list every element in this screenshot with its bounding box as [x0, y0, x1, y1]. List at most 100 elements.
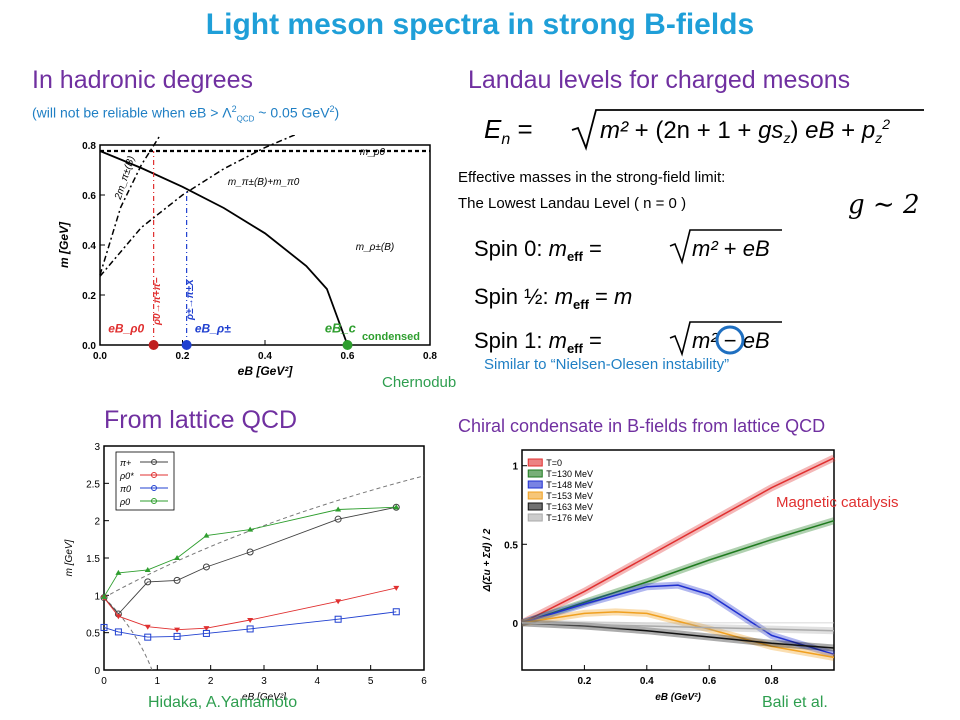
data-point-π0 — [114, 628, 122, 636]
x-tick-label: 0.2 — [176, 351, 190, 362]
data-point-ρ0 — [393, 504, 400, 510]
data-point-π0 — [100, 623, 108, 631]
anno-condensed: condensed — [362, 331, 420, 343]
note-sub: QCD — [236, 114, 255, 124]
reliability-note: (will not be reliable when eB > Λ2QCD ~ … — [32, 104, 339, 123]
page-title: Light meson spectra in strong B-fields — [205, 8, 755, 41]
series-line-m_ρ±(B) — [99, 150, 349, 346]
y-tick-label: 1 — [94, 591, 100, 602]
minus-highlight-circle — [715, 325, 745, 355]
landau-formula: En = m² + (2n + 1 + gsz) eB + pz2 — [484, 106, 924, 161]
series-line-m_π±(B)+m_π0 — [99, 129, 307, 277]
legend-swatch-T=148 MeV — [527, 480, 543, 489]
legend-label-T=148 MeV: T=148 MeV — [546, 480, 593, 490]
legend-marker-π+ — [151, 459, 157, 465]
x-tick-label: 0.4 — [258, 351, 272, 362]
series-line-π+ — [103, 506, 397, 615]
nielsen-note: Similar to “Nielsen-Olesen instability” — [484, 356, 730, 373]
y-tick-label: 0.0 — [82, 341, 96, 352]
note-prefix: (will not be reliable when eB > Λ — [32, 104, 232, 121]
landau-formula-svg: En = m² + (2n + 1 + gsz) eB + pz2 — [484, 109, 924, 151]
spin1-sqrt — [669, 321, 782, 357]
y-tick-label: 0 — [512, 619, 518, 630]
plot-frame — [521, 449, 835, 671]
data-point-ρ0* — [115, 614, 122, 620]
x-tick-label: 5 — [368, 676, 374, 687]
anno-eB-rho0: eB_ρ0 — [108, 322, 144, 336]
series-line-ρ0* — [103, 587, 397, 631]
series-line-T=163 MeV — [521, 622, 835, 649]
anno-mrho0: m_ρ0 — [360, 147, 386, 158]
legend-label-ρ0*: ρ0* — [119, 471, 134, 481]
formula-en: En = — [484, 114, 533, 148]
legend-label-ρ0: ρ0 — [119, 497, 130, 507]
spin-formulas-svg: Spin 0: meff = m² + eB Spin ½: meff = m … — [474, 229, 782, 357]
magnetic-catalysis-label: Magnetic catalysis — [776, 494, 899, 511]
legend-label-T=163 MeV: T=163 MeV — [546, 502, 593, 512]
y-tick-label: 0.6 — [82, 191, 96, 202]
chernodub-credit: Chernodub — [382, 374, 457, 391]
y-tick-label: 0.8 — [82, 141, 96, 152]
x-axis-label: eB [GeV²] — [242, 692, 286, 700]
y-tick-label: 1 — [512, 462, 518, 473]
spin0-body: m² + eB — [692, 236, 770, 261]
x-tick-label: 0.8 — [423, 351, 437, 362]
series-line-T=130 MeV — [521, 519, 835, 624]
spin1-body: m² − eB — [692, 328, 770, 353]
bali-credit: Bali et al. — [762, 694, 828, 711]
data-point-ρ0 — [144, 566, 151, 572]
x-tick-label: 0.6 — [702, 676, 716, 687]
legend-label-T=130 MeV: T=130 MeV — [546, 469, 593, 479]
anno-eBc: eB_c — [325, 321, 357, 336]
x-tick-label: 0.2 — [577, 676, 591, 687]
data-point-ρ0* — [335, 599, 342, 605]
spin-formulas: Spin 0: meff = m² + eB Spin ½: meff = m … — [470, 226, 830, 371]
data-point-π+ — [173, 576, 181, 584]
lattice-heading: From lattice QCD — [104, 406, 298, 434]
series-line-ρ0 — [103, 506, 397, 598]
anno-eB-rhopm: eB_ρ± — [195, 322, 231, 336]
eff-line-2: The Lowest Landau Level ( n = 0 ) — [458, 195, 687, 212]
y-tick-label: 2 — [94, 517, 100, 528]
data-point-π+ — [202, 563, 210, 571]
x-axis-label: eB [GeV²] — [238, 364, 294, 378]
x-tick-label: 2 — [208, 676, 214, 687]
data-point-π0 — [202, 629, 210, 637]
data-point-ρ0* — [393, 585, 400, 591]
legend-marker-ρ0* — [151, 472, 157, 478]
sqrt-sign — [571, 109, 924, 151]
y-tick-label: 0.5 — [504, 540, 518, 551]
data-point-ρ0 — [101, 593, 107, 599]
ref-curve-lower — [103, 597, 153, 671]
anno-pi-sum: m_π±(B)+m_π0 — [228, 177, 300, 188]
legend-label-T=153 MeV: T=153 MeV — [546, 491, 593, 501]
legend-marker-π0 — [151, 485, 157, 491]
x-tick-label: 0.6 — [341, 351, 355, 362]
note-close: ) — [334, 104, 340, 121]
legend-swatch-T=176 MeV — [527, 513, 543, 522]
anno-2mpi: 2m_π±(B) — [113, 155, 138, 202]
y-tick-label: 3 — [94, 442, 100, 453]
legend-marker-ρ0 — [151, 498, 157, 504]
data-point-π0 — [246, 625, 254, 633]
data-point-ρ0* — [174, 627, 181, 633]
data-point-π0 — [392, 608, 400, 616]
data-point-ρ0 — [247, 526, 254, 532]
series-line-T=0 — [521, 457, 835, 624]
y-axis-label: m [GeV] — [64, 539, 75, 576]
legend-swatch-T=0 — [527, 458, 543, 467]
legend-label-T=176 MeV: T=176 MeV — [546, 513, 593, 523]
spin1-label: Spin 1: meff = — [474, 328, 602, 356]
x-axis-label: eB (GeV²) — [655, 692, 701, 702]
data-point-ρ0* — [247, 617, 254, 623]
legend-label-π0: π0 — [120, 484, 131, 494]
legend-swatch-T=130 MeV — [527, 469, 543, 478]
bali-plot-svg: 0.2 0.4 0.6 0.8 0 0.5 1 eB (GeV²) Δ(Σu + Σd) / 2… — [482, 449, 836, 703]
x-tick-label: 1 — [155, 676, 161, 687]
marker-dot-rhopm — [181, 340, 192, 350]
spin0-label: Spin 0: meff = — [474, 236, 602, 264]
y-tick-label: 0.5 — [86, 629, 100, 640]
data-point-ρ0* — [144, 624, 151, 630]
y-axis-label: Δ(Σu + Σd) / 2 — [482, 528, 493, 592]
series-line-T=153 MeV — [521, 611, 835, 659]
